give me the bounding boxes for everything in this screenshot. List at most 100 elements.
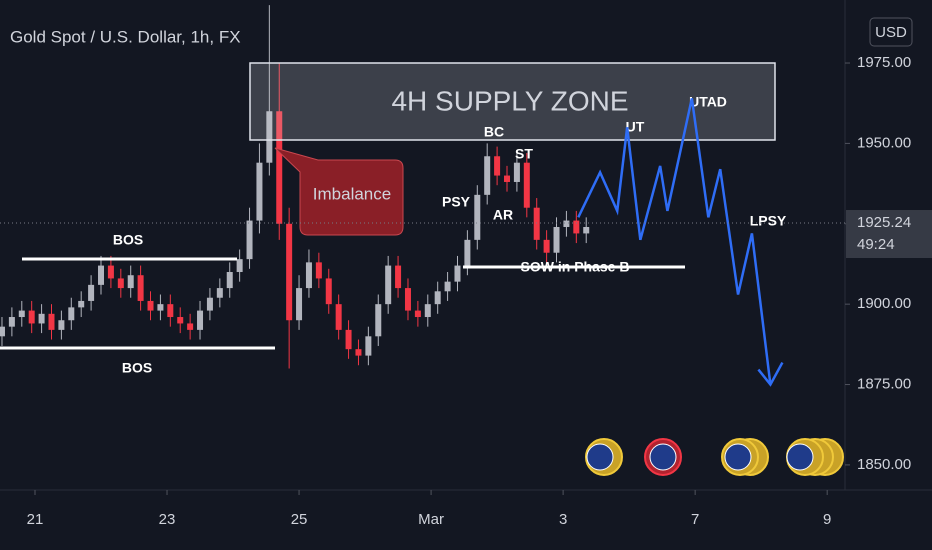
ut-label: UT <box>626 119 645 135</box>
psy-label: PSY <box>442 194 471 210</box>
last-price-box <box>846 210 932 259</box>
event-icon[interactable] <box>649 443 677 471</box>
candle-body <box>494 156 501 176</box>
candle-body <box>58 320 65 330</box>
x-tick-label: 25 <box>291 511 308 528</box>
candle-body <box>315 262 322 279</box>
candle-body <box>216 288 223 298</box>
currency[interactable]: USD <box>875 24 907 41</box>
candle-body <box>0 326 5 337</box>
currency-box[interactable] <box>869 17 913 47</box>
y-tick-label: 1900.00 <box>857 295 911 312</box>
ar-label: AR <box>493 207 513 223</box>
bos-label: BOS <box>122 360 152 376</box>
bos-label: BOS <box>113 232 143 248</box>
candle-body <box>187 323 194 330</box>
candle-body <box>157 304 164 311</box>
candle-body <box>424 304 431 318</box>
candle-body <box>117 278 124 289</box>
projection-arrowhead <box>757 361 784 387</box>
candle-body <box>18 310 25 318</box>
candle-body <box>563 220 570 227</box>
candle-body <box>355 349 362 356</box>
candle-body <box>88 284 95 301</box>
candle-body <box>375 304 382 337</box>
candle-body <box>246 220 253 260</box>
candle-body <box>533 207 540 240</box>
candle-body <box>464 239 471 266</box>
event-icon[interactable] <box>786 443 814 471</box>
candle-body <box>404 288 411 311</box>
x-tick-label: 3 <box>559 511 567 528</box>
candle-body <box>78 300 85 308</box>
y-tick-label: 1875.00 <box>857 376 911 393</box>
candle-body <box>226 272 233 289</box>
candle-body <box>474 194 481 240</box>
candle-body <box>137 275 144 301</box>
countdown: 49:24 <box>857 236 895 253</box>
candle-body <box>573 220 580 234</box>
bc-label: BC <box>484 124 504 140</box>
lpsy-label: LPSY <box>750 213 787 229</box>
candle-body <box>484 156 491 195</box>
candle-body <box>583 226 590 234</box>
candle-body <box>305 262 312 289</box>
candle-body <box>296 288 303 321</box>
candle-body <box>177 317 184 324</box>
candle-body <box>434 291 441 305</box>
y-tick-label: 1950.00 <box>857 134 911 151</box>
chart-title: Gold Spot / U.S. Dollar, 1h, FX <box>10 27 241 46</box>
candle-body <box>395 265 402 289</box>
y-tick-label: 1975.00 <box>857 54 911 71</box>
st-label: ST <box>515 146 533 162</box>
supply-zone-label: 4H SUPPLY ZONE <box>391 85 628 116</box>
candle-body <box>197 310 204 330</box>
candle-body <box>385 265 392 305</box>
event-icons[interactable] <box>585 438 844 476</box>
supply-zone <box>249 62 776 141</box>
candle-body <box>543 239 550 253</box>
x-tick-label: Mar <box>418 511 444 528</box>
candle-body <box>513 162 520 182</box>
candle-body <box>523 162 530 208</box>
last-price: 1925.24 <box>857 214 911 231</box>
candle-body <box>454 265 461 282</box>
projection-line <box>577 98 772 385</box>
event-icon[interactable] <box>724 443 752 471</box>
candle-body <box>236 259 243 273</box>
candle-body <box>68 307 75 321</box>
candle-body <box>365 336 372 356</box>
event-icon[interactable] <box>586 443 614 471</box>
candle-body <box>276 111 283 224</box>
candle-body <box>127 275 134 289</box>
candle-body <box>28 310 35 324</box>
candle-body <box>147 300 154 311</box>
candle-body <box>107 265 114 279</box>
imbalance-label: Imbalance <box>313 184 391 203</box>
candle-body <box>325 278 332 305</box>
plot <box>0 5 590 369</box>
candle-body <box>8 317 15 327</box>
candle-body <box>286 223 293 321</box>
x-tick-label: 21 <box>27 511 44 528</box>
candle-body <box>345 329 352 350</box>
candle-body <box>256 162 263 221</box>
candle-body <box>206 297 213 311</box>
imbalance-callout <box>274 147 404 236</box>
candle-body <box>167 304 174 318</box>
x-tick-label: 23 <box>159 511 176 528</box>
candle-body <box>444 281 451 292</box>
x-tick-label: 9 <box>823 511 831 528</box>
sow-label: SOW in Phase B <box>521 259 630 275</box>
candle-body <box>414 310 421 318</box>
utad-label: UTAD <box>689 94 727 110</box>
candle-body <box>553 226 560 253</box>
candle-body <box>504 175 510 182</box>
candle-body <box>48 313 55 330</box>
candle-body <box>38 313 45 324</box>
x-tick-label: 7 <box>691 511 699 528</box>
candle-body <box>335 304 342 330</box>
